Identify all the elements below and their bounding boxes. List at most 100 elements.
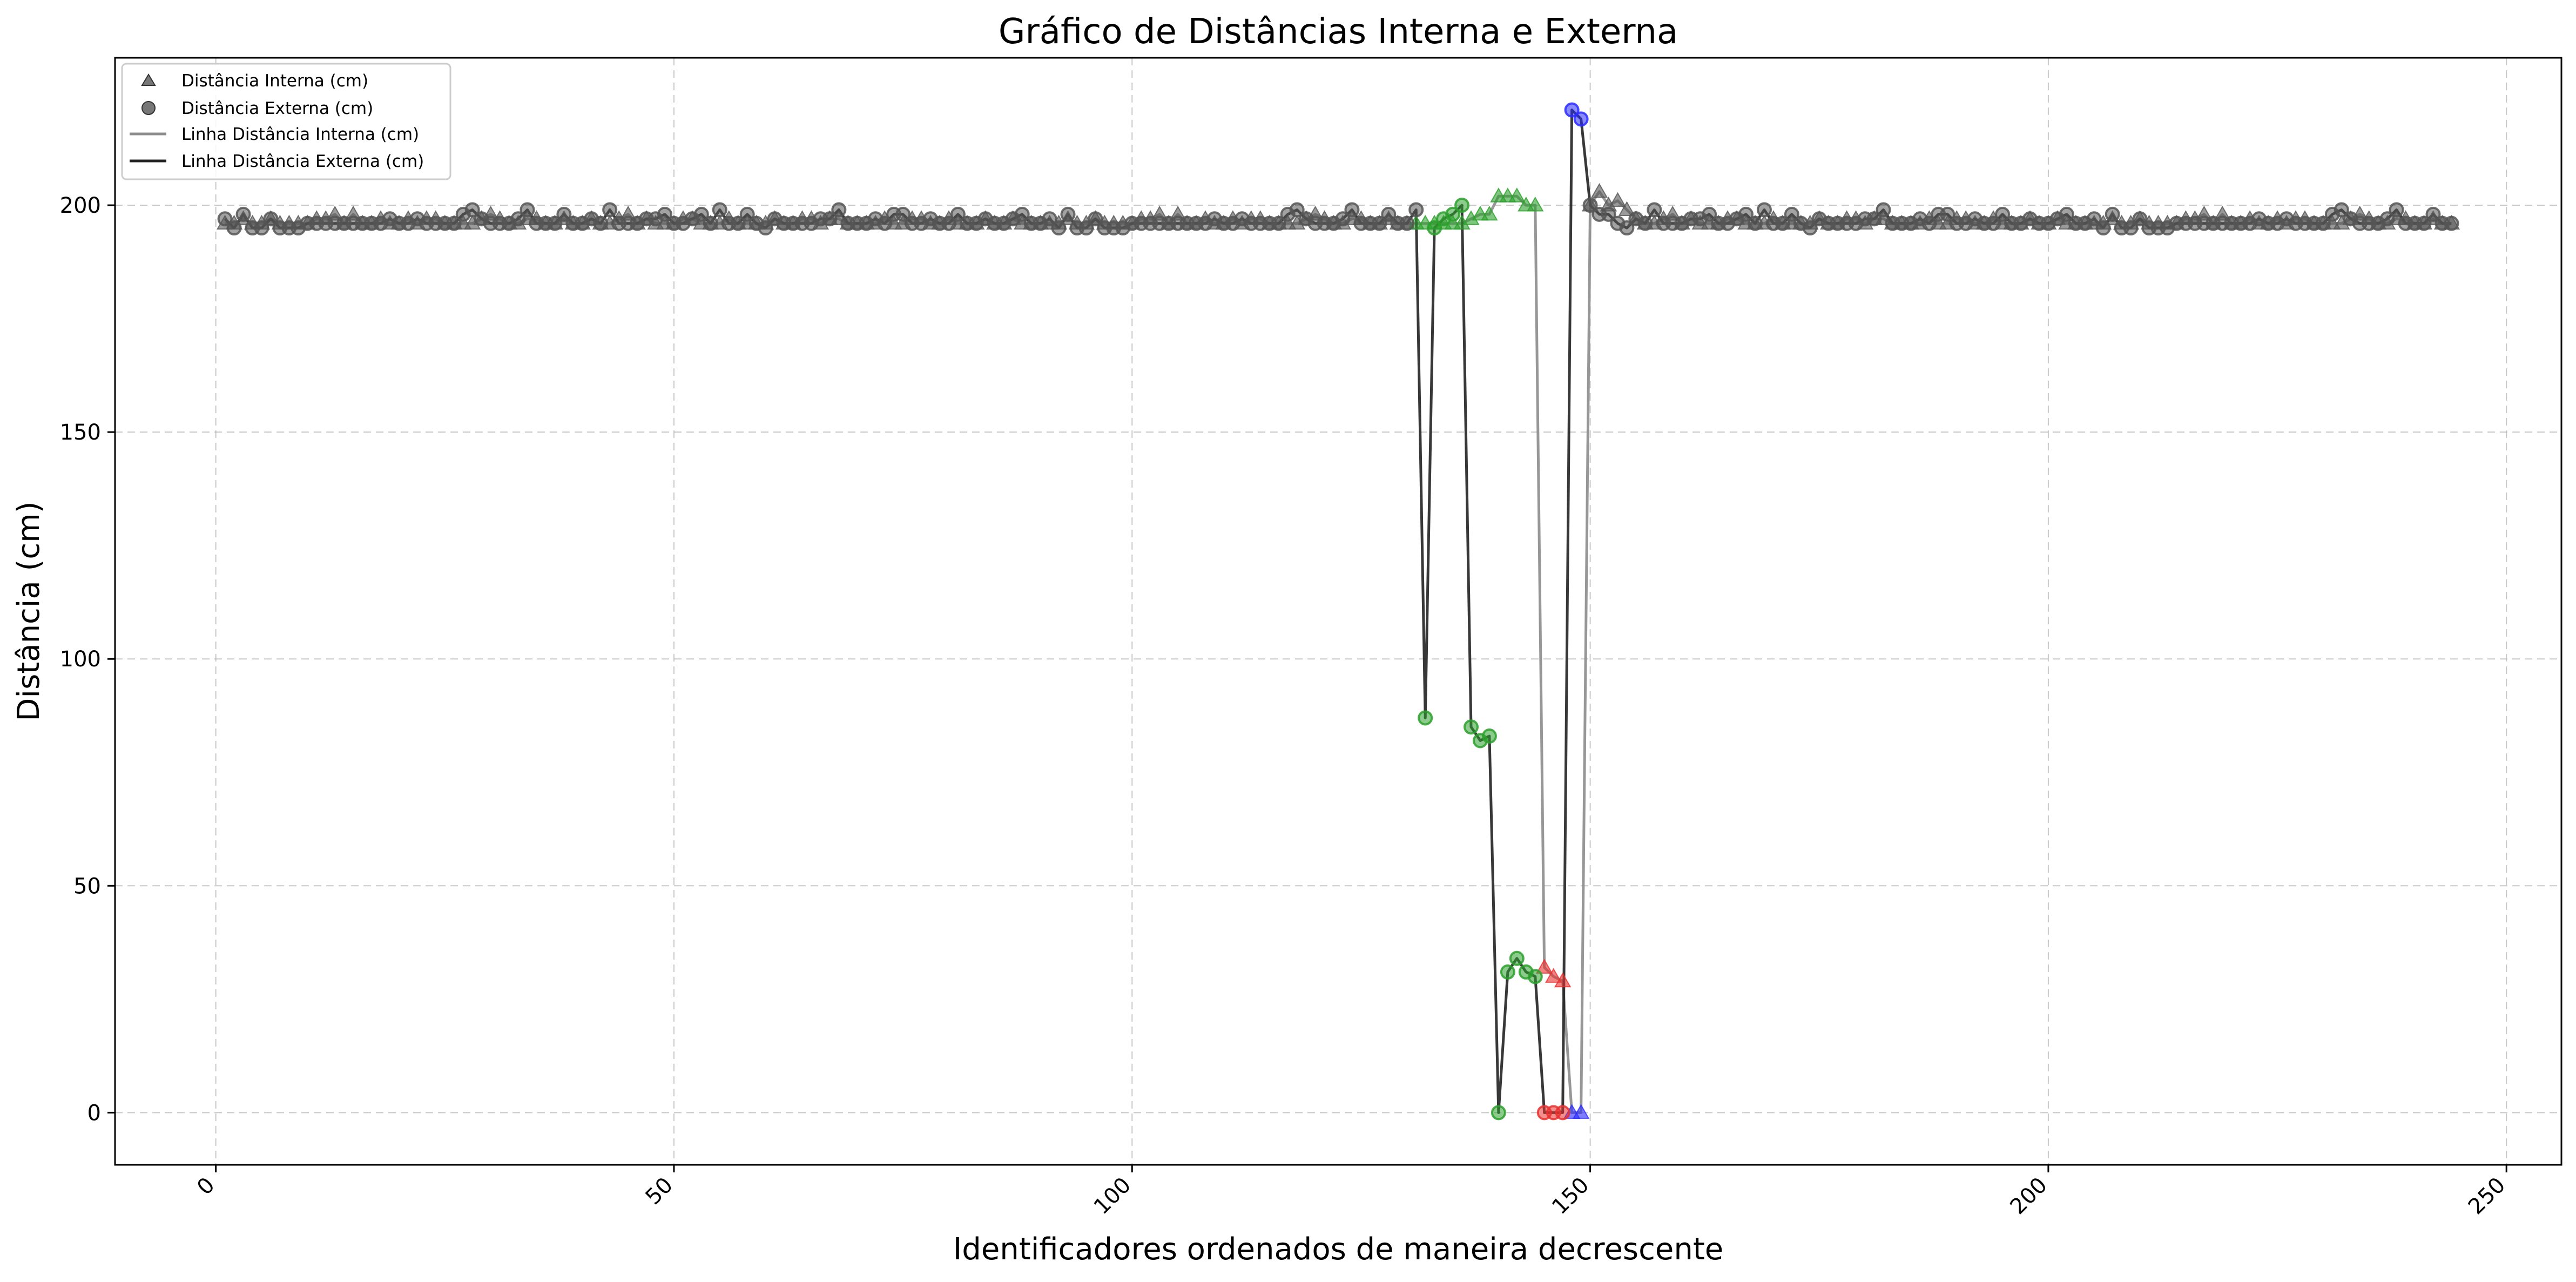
point-externa bbox=[1647, 202, 1662, 218]
legend-circle-marker bbox=[141, 101, 156, 115]
point-externa bbox=[1445, 206, 1461, 222]
point-externa bbox=[2416, 215, 2432, 231]
point-externa bbox=[1555, 1105, 1570, 1121]
y-tick-label: 0 bbox=[87, 1101, 101, 1125]
point-externa bbox=[1408, 202, 1424, 218]
point-externa bbox=[1986, 215, 2001, 231]
point-externa bbox=[877, 215, 893, 231]
point-interna bbox=[1527, 197, 1544, 212]
point-externa bbox=[1481, 728, 1497, 744]
point-interna bbox=[1481, 205, 1498, 221]
point-externa bbox=[464, 202, 480, 218]
point-externa bbox=[1060, 206, 1076, 222]
point-externa bbox=[446, 215, 462, 231]
point-externa bbox=[520, 202, 535, 218]
point-externa bbox=[2379, 211, 2395, 227]
point-externa bbox=[2095, 220, 2111, 236]
point-externa bbox=[263, 211, 279, 227]
point-externa bbox=[1344, 202, 1360, 218]
point-externa bbox=[602, 202, 618, 218]
point-externa bbox=[712, 202, 727, 218]
point-externa bbox=[1271, 215, 1286, 231]
point-externa bbox=[1601, 206, 1616, 222]
point-externa bbox=[1491, 1105, 1506, 1121]
grid-layer bbox=[115, 58, 2561, 1165]
point-externa bbox=[895, 206, 911, 222]
point-externa bbox=[1464, 719, 1479, 735]
point-externa bbox=[739, 206, 755, 222]
point-externa bbox=[593, 215, 609, 231]
y-tick-label: 150 bbox=[60, 420, 101, 445]
point-interna bbox=[1618, 201, 1636, 216]
legend-label-interna: Distância Interna (cm) bbox=[181, 71, 368, 91]
point-externa bbox=[1500, 964, 1515, 980]
point-interna bbox=[1590, 183, 1608, 198]
point-externa bbox=[1335, 211, 1351, 227]
legend-box bbox=[121, 63, 451, 180]
point-externa bbox=[1876, 202, 1891, 218]
point-externa bbox=[1564, 102, 1580, 118]
y-tick-label: 200 bbox=[60, 193, 101, 218]
point-interna bbox=[1572, 1104, 1590, 1119]
point-externa bbox=[941, 215, 956, 231]
point-externa bbox=[510, 211, 526, 227]
point-externa bbox=[1372, 215, 1387, 231]
point-externa bbox=[1921, 215, 1937, 231]
legend-label-linha-interna: Linha Distância Interna (cm) bbox=[181, 125, 419, 144]
marker-layer bbox=[216, 102, 2460, 1121]
point-externa bbox=[1702, 206, 1717, 222]
point-externa bbox=[1042, 211, 1057, 227]
point-externa bbox=[1289, 202, 1305, 218]
point-externa bbox=[1784, 206, 1799, 222]
point-externa bbox=[1775, 215, 1790, 231]
point-externa bbox=[1014, 206, 1030, 222]
point-externa bbox=[1454, 198, 1470, 213]
point-externa bbox=[822, 211, 838, 227]
point-externa bbox=[1619, 220, 1635, 236]
point-externa bbox=[693, 206, 709, 222]
point-externa bbox=[1381, 206, 1397, 222]
point-externa bbox=[1995, 206, 2011, 222]
point-externa bbox=[235, 206, 251, 222]
point-externa bbox=[1866, 211, 1882, 227]
point-interna bbox=[1536, 959, 1553, 974]
plot-frame bbox=[114, 57, 2562, 1166]
point-externa bbox=[1637, 215, 1653, 231]
point-externa bbox=[2086, 211, 2102, 227]
point-externa bbox=[2059, 206, 2074, 222]
point-externa bbox=[2389, 202, 2404, 218]
point-externa bbox=[217, 211, 233, 227]
point-externa bbox=[758, 220, 773, 236]
point-externa bbox=[831, 202, 847, 218]
point-externa bbox=[1418, 710, 1433, 726]
point-externa bbox=[1738, 206, 1754, 222]
legend-triangle-marker bbox=[141, 73, 156, 86]
point-externa bbox=[1756, 202, 1772, 218]
point-externa bbox=[2315, 215, 2331, 231]
point-externa bbox=[1940, 206, 1955, 222]
point-externa bbox=[2123, 220, 2139, 236]
point-externa bbox=[1509, 950, 1525, 966]
point-externa bbox=[1051, 220, 1067, 236]
legend: Distância Interna (cm) Distância Externa… bbox=[121, 63, 451, 180]
point-externa bbox=[2105, 206, 2120, 222]
point-externa bbox=[657, 206, 672, 222]
point-externa bbox=[556, 206, 572, 222]
point-externa bbox=[1088, 211, 1103, 227]
point-interna bbox=[1609, 192, 1627, 207]
legend-label-linha-externa: Linha Distância Externa (cm) bbox=[181, 152, 424, 171]
point-externa bbox=[547, 215, 563, 231]
point-externa bbox=[226, 220, 242, 236]
point-externa bbox=[1427, 220, 1442, 236]
point-externa bbox=[1802, 220, 1818, 236]
point-externa bbox=[1582, 198, 1598, 213]
point-externa bbox=[1527, 969, 1543, 984]
point-externa bbox=[2132, 211, 2148, 227]
point-externa bbox=[950, 206, 966, 222]
point-externa bbox=[703, 215, 718, 231]
chart-title: Gráfico de Distâncias Interna e Externa bbox=[999, 12, 1678, 52]
point-externa bbox=[254, 220, 269, 236]
point-externa bbox=[730, 215, 746, 231]
